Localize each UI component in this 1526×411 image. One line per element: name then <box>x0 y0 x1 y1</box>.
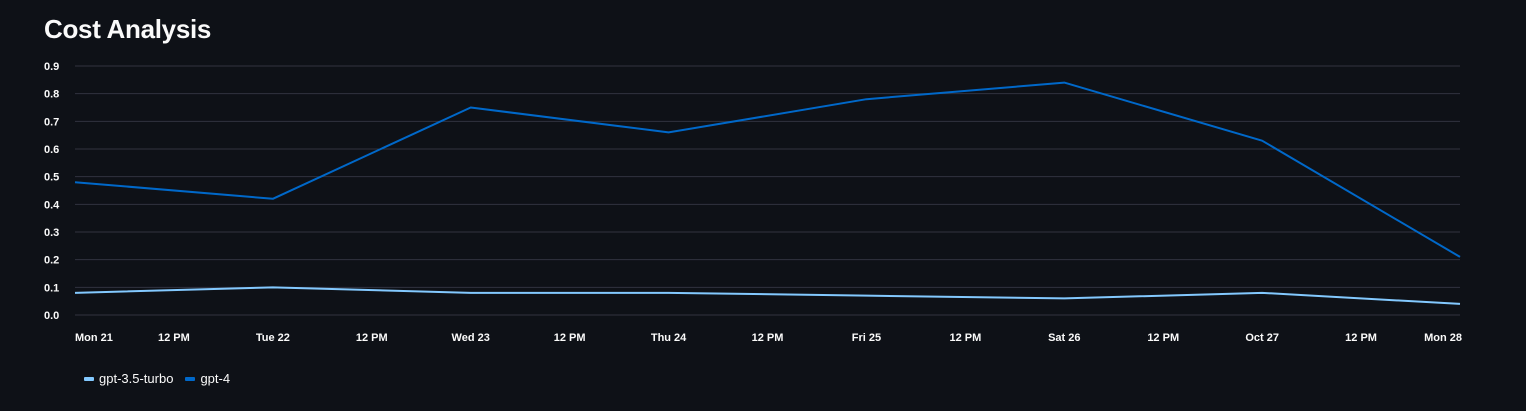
y-tick-label: 0.7 <box>44 116 59 128</box>
x-tick-label: Mon 28 <box>1424 332 1462 344</box>
legend-item-gpt-4[interactable]: gpt-4 <box>185 371 230 386</box>
legend-label: gpt-4 <box>200 371 231 386</box>
y-tick-label: 0.9 <box>44 61 59 73</box>
y-tick-label: 0.1 <box>44 282 59 294</box>
grid-lines <box>75 65 1460 316</box>
series-line-gpt-3.5-turbo[interactable] <box>74 286 1461 305</box>
y-tick-label: 0.4 <box>44 199 60 211</box>
y-tick-label: 0.0 <box>44 310 59 322</box>
y-axis-ticks: 0.0 0.1 0.2 0.3 0.4 0.5 0.6 0.7 0.8 0.9 <box>44 61 60 322</box>
x-tick-label: Mon 21 <box>75 332 113 344</box>
cost-line-chart: 0.0 0.1 0.2 0.3 0.4 0.5 0.6 0.7 0.8 0.9 Mon 21 12 … <box>44 61 1462 344</box>
x-tick-label: 12 PM <box>1147 332 1179 344</box>
x-tick-label: 12 PM <box>356 332 388 344</box>
x-tick-label: 12 PM <box>949 332 981 344</box>
legend-swatch <box>84 376 94 381</box>
page-title: Cost Analysis <box>44 14 212 44</box>
legend-item-gpt-3.5-turbo[interactable]: gpt-3.5-turbo <box>84 371 173 386</box>
legend-label: gpt-3.5-turbo <box>99 371 174 386</box>
x-tick-label: 12 PM <box>554 332 586 344</box>
y-tick-label: 0.5 <box>44 172 59 184</box>
x-tick-label: 12 PM <box>752 332 784 344</box>
y-tick-label: 0.3 <box>44 227 59 239</box>
chart-legend: gpt-3.5-turbo gpt-4 <box>84 371 230 386</box>
y-tick-label: 0.8 <box>44 89 59 101</box>
x-tick-label: Oct 27 <box>1245 332 1279 344</box>
x-tick-label: Thu 24 <box>651 332 687 344</box>
series-lines <box>74 81 1461 305</box>
x-tick-label: 12 PM <box>158 332 190 344</box>
series-line-gpt-4[interactable] <box>74 81 1461 258</box>
x-tick-label: 12 PM <box>1345 332 1377 344</box>
y-tick-label: 0.6 <box>44 144 59 156</box>
y-tick-label: 0.2 <box>44 255 59 267</box>
x-tick-label: Wed 23 <box>452 332 490 344</box>
x-tick-label: Sat 26 <box>1048 332 1080 344</box>
x-tick-label: Tue 22 <box>256 332 290 344</box>
legend-swatch <box>185 376 196 381</box>
x-axis-ticks: Mon 21 12 PM Tue 22 12 PM Wed 23 12 PM Thu 24 1… <box>75 332 1462 344</box>
x-tick-label: Fri 25 <box>852 332 881 344</box>
